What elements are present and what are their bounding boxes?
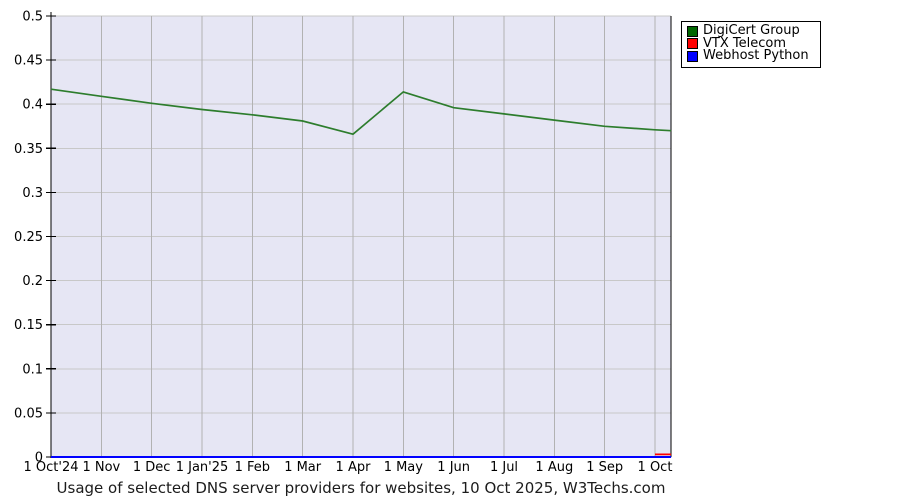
x-tick-label-7: 1 May [384,460,424,475]
x-tick-label-2: 1 Dec [133,460,171,475]
x-tick-label-8: 1 Jun [437,460,470,475]
x-tick-label-4: 1 Feb [235,460,270,475]
y-tick-label-0.05: 0.05 [14,406,43,421]
x-tick-label-11: 1 Sep [586,460,623,475]
legend-item-vtx-telecom: VTX Telecom [687,35,815,51]
legend: DigiCert Group VTX Telecom Webhost Python [681,21,821,68]
vertical-gridlines [100,16,656,457]
y-tick-label-0.45: 0.45 [14,54,43,69]
y-tick-label-0.2: 0.2 [22,274,43,289]
legend-swatch-vtx-telecom [687,38,698,50]
y-tick-label-0.35: 0.35 [14,142,43,157]
y-axis-ticks: 0 0.05 0.1 0.15 0.2 0.25 0.3 0.35 0.4 0.45 0.5 [14,10,56,466]
x-axis-labels: 1 Oct'24 1 Nov 1 Dec 1 Jan'25 1 Feb 1 Mar 1 Ap… [24,460,673,475]
x-tick-label-9: 1 Jul [490,460,518,475]
chart-title: Usage of selected DNS server providers f… [56,479,666,497]
x-tick-label-1: 1 Nov [82,460,120,475]
x-tick-label-10: 1 Aug [535,460,573,475]
y-tick-label-0.5: 0.5 [22,10,43,25]
series-line-digicert-group [50,88,672,136]
legend-label-webhost-python: Webhost Python [703,48,809,64]
y-tick-label-0.4: 0.4 [22,98,43,113]
x-tick-label-3: 1 Jan'25 [176,460,229,475]
legend-item-digicert-group: DigiCert Group [687,23,815,39]
legend-label-vtx-telecom: VTX Telecom [703,35,786,51]
legend-swatch-digicert-group [687,25,698,37]
legend-label-digicert-group: DigiCert Group [703,23,800,39]
x-tick-label-5: 1 Mar [284,460,322,475]
y-tick-label-0.15: 0.15 [14,318,43,333]
x-tick-label-6: 1 Apr [336,460,372,475]
y-tick-label-0.1: 0.1 [22,362,43,377]
legend-item-webhost-python: Webhost Python [687,48,815,64]
y-tick-label-0.3: 0.3 [22,186,43,201]
y-tick-label-0.25: 0.25 [14,230,43,245]
x-tick-label-12: 1 Oct [638,460,673,475]
legend-swatch-webhost-python [687,50,698,62]
x-tick-label-0: 1 Oct'24 [24,460,79,475]
y-tick-label-0: 0 [35,451,43,466]
